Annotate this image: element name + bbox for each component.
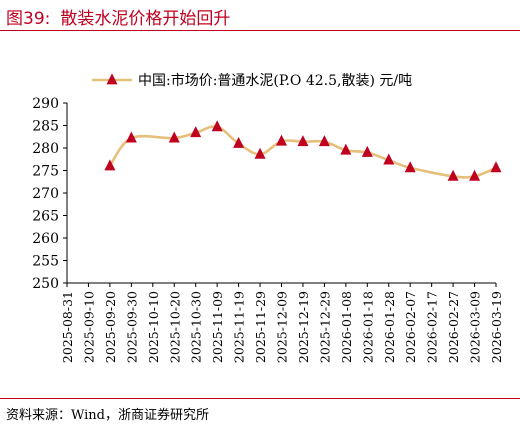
data-point-marker <box>297 135 309 147</box>
y-tick-label: 290 <box>32 96 59 112</box>
x-tick-label: 2025-09-20 <box>103 291 118 363</box>
x-tick-label: 2026-01-18 <box>360 291 375 363</box>
y-tick-label: 250 <box>32 276 59 292</box>
y-tick-label: 280 <box>32 141 59 157</box>
data-point-marker <box>211 120 223 132</box>
data-point-marker <box>469 169 481 181</box>
x-tick-label: 2026-02-07 <box>403 291 418 363</box>
data-point-marker <box>168 131 180 143</box>
legend: 中国:市场价:普通水泥(P.O 42.5,散装) 元/吨 <box>92 72 412 89</box>
data-point-marker <box>340 143 352 155</box>
series-line <box>108 125 497 179</box>
x-tick-label: 2025-11-09 <box>210 291 225 363</box>
data-point-marker <box>254 147 266 159</box>
figure-title: 图39: 散装水泥价格开始回升 <box>6 4 230 29</box>
legend-label: 中国:市场价:普通水泥(P.O 42.5,散装) 元/吨 <box>138 72 412 89</box>
bottom-rule <box>0 398 520 399</box>
x-tick-label: 2025-11-29 <box>253 291 268 363</box>
figure-number: 图39: <box>6 9 51 29</box>
data-point-marker <box>125 131 137 143</box>
x-tick-label: 2026-02-17 <box>425 291 440 363</box>
y-tick-label: 275 <box>32 164 59 180</box>
figure-title-text: 散装水泥价格开始回升 <box>60 9 231 29</box>
x-tick-label: 2025-09-30 <box>124 291 139 363</box>
x-tick-label: 2025-10-10 <box>146 291 161 363</box>
data-point-marker <box>404 161 416 173</box>
x-tick-label: 2025-11-19 <box>232 291 247 363</box>
data-point-marker <box>190 126 202 138</box>
x-tick-label: 2026-02-27 <box>446 291 461 363</box>
y-tick-label: 270 <box>32 186 59 202</box>
series-group <box>104 120 502 181</box>
data-point-marker <box>447 169 459 181</box>
legend-marker-swatch <box>106 73 118 85</box>
data-point-marker <box>361 145 373 157</box>
x-tick-label: 2026-01-08 <box>339 291 354 363</box>
x-tick-label: 2025-12-19 <box>296 291 311 363</box>
x-tick-label: 2025-12-09 <box>275 291 290 363</box>
y-tick-label: 255 <box>32 254 59 270</box>
y-tick-label: 265 <box>32 209 59 225</box>
x-tick-label: 2026-03-09 <box>468 291 483 363</box>
top-rule <box>0 30 520 31</box>
x-tick-label: 2025-08-31 <box>60 291 75 363</box>
data-point-marker <box>233 136 245 148</box>
x-tick-label: 2025-10-30 <box>189 291 204 363</box>
x-tick-label: 2026-01-28 <box>382 291 397 363</box>
y-tick-label: 285 <box>32 119 59 135</box>
x-tick-label: 2025-12-29 <box>317 291 332 363</box>
x-axis: 2025-08-31 2025-09-10 2025-09-20 2025-09-30… <box>60 282 504 363</box>
data-point-marker <box>276 134 287 146</box>
line-chart: 中国:市场价:普通水泥(P.O 42.5,散装) 元/吨 250 255 260 26… <box>32 72 504 363</box>
data-point-marker <box>383 153 395 165</box>
x-tick-label: 2026-03-19 <box>489 291 504 363</box>
data-point-marker <box>490 161 502 173</box>
x-tick-label: 2025-10-20 <box>167 291 182 363</box>
y-axis: 250 255 260 265 270 275 280 285 290 <box>32 96 68 292</box>
data-point-marker <box>104 159 116 171</box>
data-point-marker <box>318 135 330 147</box>
y-tick-label: 260 <box>32 231 59 247</box>
x-tick-label: 2025-09-10 <box>81 291 96 363</box>
source-note: 资料来源：Wind，浙商证券研究所 <box>6 408 209 423</box>
